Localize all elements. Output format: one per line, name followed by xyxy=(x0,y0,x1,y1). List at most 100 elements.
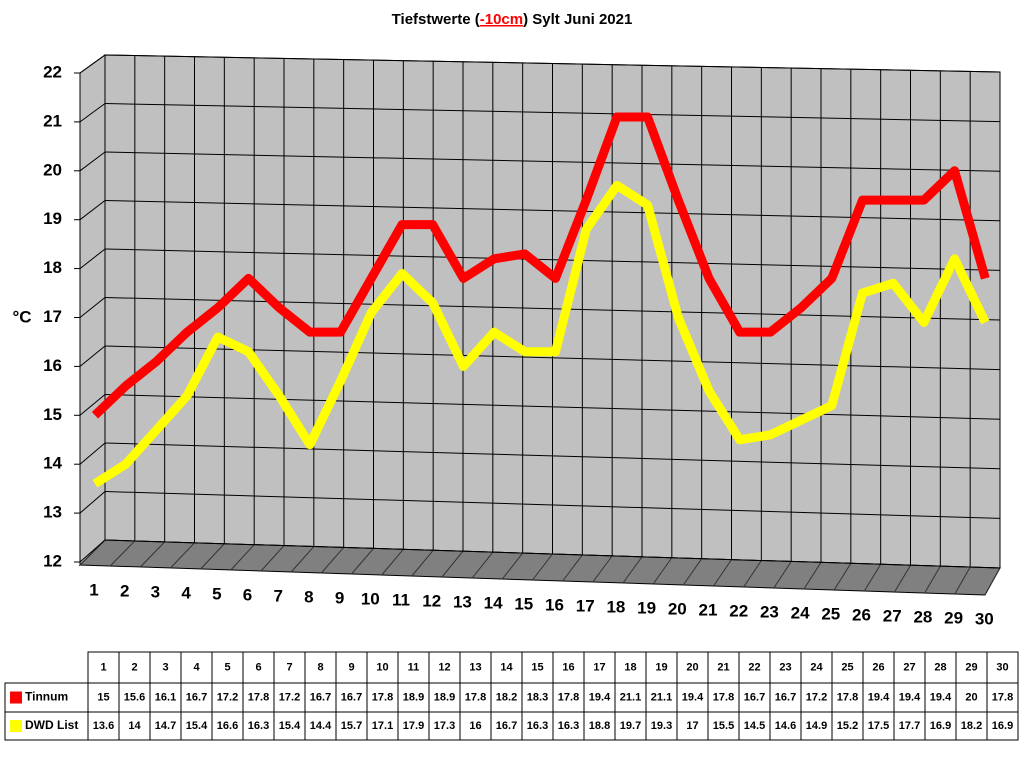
table-header: 25 xyxy=(841,661,853,673)
table-value: 18.9 xyxy=(403,691,424,703)
floor-grid xyxy=(773,561,792,589)
table-header: 26 xyxy=(872,661,884,673)
x-tick-label: 6 xyxy=(243,585,252,604)
grid-line xyxy=(79,54,106,74)
table-value: 14.9 xyxy=(806,720,827,732)
grid-line xyxy=(104,442,1001,470)
floor-grid xyxy=(803,562,822,590)
floor-grid xyxy=(713,559,732,587)
table-value: 16.3 xyxy=(558,720,579,732)
x-tick-label: 5 xyxy=(212,584,221,603)
table-value: 15.4 xyxy=(186,720,208,732)
x-tick-label: 29 xyxy=(944,608,963,627)
table-value: 18.9 xyxy=(434,691,455,703)
table-value: 16.7 xyxy=(775,691,796,703)
table-value: 16.7 xyxy=(496,720,517,732)
grid-line xyxy=(104,103,1001,123)
x-tick-label: 20 xyxy=(668,599,687,618)
y-tick-label: 14 xyxy=(43,454,62,473)
y-tick-label: 18 xyxy=(43,258,62,277)
grid-line xyxy=(79,442,106,465)
table-header: 9 xyxy=(348,661,354,673)
x-tick-label: 8 xyxy=(304,587,313,606)
floor-grid xyxy=(743,560,762,588)
table-value: 15.6 xyxy=(124,691,145,703)
table-value: 19.4 xyxy=(868,691,890,703)
x-tick-label: 28 xyxy=(913,607,932,626)
table-header: 10 xyxy=(376,661,388,673)
table-value: 19.7 xyxy=(620,720,641,732)
table-value: 14.5 xyxy=(744,720,765,732)
table-value: 15 xyxy=(97,691,109,703)
table-value: 16.9 xyxy=(930,720,951,732)
floor-grid xyxy=(682,558,703,586)
floor-grid xyxy=(501,552,524,580)
x-tick-label: 4 xyxy=(181,583,191,602)
x-tick-label: 27 xyxy=(883,606,902,625)
x-tick-label: 14 xyxy=(484,593,503,612)
floor-grid xyxy=(230,544,255,571)
table-header: 11 xyxy=(408,661,420,673)
floor-grid xyxy=(170,542,195,569)
legend-swatch xyxy=(10,691,22,704)
x-tick-label: 10 xyxy=(361,589,380,608)
x-tick-label: 11 xyxy=(392,590,410,609)
table-header: 13 xyxy=(469,661,481,673)
table-value: 17.2 xyxy=(279,691,300,703)
series-line xyxy=(92,180,990,488)
table-header: 15 xyxy=(531,661,543,673)
table-header: 28 xyxy=(934,661,946,673)
x-tick-label: 26 xyxy=(852,605,871,624)
table-value: 17.2 xyxy=(806,691,827,703)
grid-line xyxy=(79,394,106,416)
table-value: 17.5 xyxy=(868,720,889,732)
floor-grid xyxy=(441,550,464,578)
x-tick-label: 7 xyxy=(273,586,282,605)
table-header: 6 xyxy=(255,661,261,673)
table-header: 22 xyxy=(748,661,760,673)
table-value: 17.8 xyxy=(248,691,269,703)
floor-grid xyxy=(863,564,882,592)
table-value: 16 xyxy=(469,720,481,732)
title-part: Tiefstwerte ( xyxy=(392,11,480,28)
table-header: 18 xyxy=(624,661,636,673)
y-tick-label: 20 xyxy=(43,160,62,179)
table-value: 14.4 xyxy=(310,720,332,732)
series-line xyxy=(91,112,990,419)
table-value: 15.5 xyxy=(713,720,734,732)
floor-grid xyxy=(139,541,166,568)
table-value: 18.2 xyxy=(496,691,517,703)
x-tick-label: 22 xyxy=(729,601,748,620)
table-header: 24 xyxy=(810,661,823,673)
table-value: 19.3 xyxy=(651,720,672,732)
grid-line xyxy=(104,345,1001,371)
grid-line xyxy=(79,491,106,514)
table-value: 19.4 xyxy=(899,691,921,703)
floor-grid xyxy=(833,563,852,591)
table-value: 17.8 xyxy=(713,691,734,703)
table-header: 8 xyxy=(317,661,323,673)
table-value: 14.6 xyxy=(775,720,796,732)
table-value: 16.7 xyxy=(341,691,362,703)
table-value: 16.9 xyxy=(992,720,1013,732)
y-tick-label: 17 xyxy=(43,307,62,326)
grid-line xyxy=(79,539,106,563)
table-header: 16 xyxy=(562,661,574,673)
x-tick-label: 9 xyxy=(335,588,344,607)
title-highlight: -10cm xyxy=(480,11,523,28)
table-header: 27 xyxy=(903,661,915,673)
floor-grid xyxy=(562,554,583,582)
grid-line xyxy=(104,54,1001,73)
table-value: 17.9 xyxy=(403,720,424,732)
table-header: 29 xyxy=(965,661,977,673)
table-header: 2 xyxy=(131,661,137,673)
table-value: 17.2 xyxy=(217,691,238,703)
table-header: 1 xyxy=(100,661,106,673)
table-value: 15.7 xyxy=(341,720,362,732)
x-tick-label: 19 xyxy=(637,598,656,617)
grid-line xyxy=(79,103,106,123)
table-header: 7 xyxy=(286,661,292,673)
x-tick-label: 23 xyxy=(760,602,779,621)
y-tick-label: 21 xyxy=(43,111,62,130)
table-value: 15.4 xyxy=(279,720,301,732)
